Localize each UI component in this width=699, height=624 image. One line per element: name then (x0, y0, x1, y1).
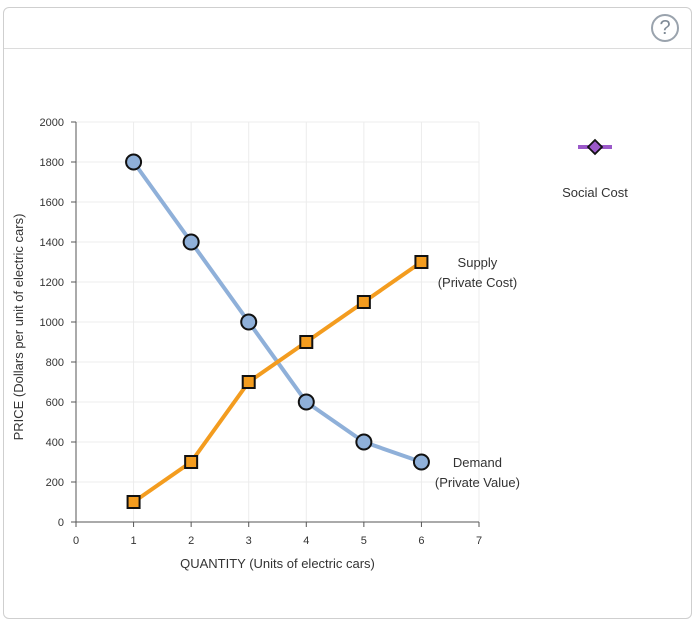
y-axis-title: PRICE (Dollars per unit of electric cars… (11, 214, 26, 441)
x-tick-label-4: 4 (303, 535, 309, 547)
y-tick-label-400: 400 (46, 437, 64, 449)
x-tick-label-3: 3 (246, 535, 252, 547)
series-labels: Demand (Private Value) Supply (Private Cost… (435, 255, 520, 490)
demand-line (131, 160, 424, 464)
demand-label-line-1: Demand (453, 455, 502, 470)
supply-point-3 (241, 375, 256, 389)
x-tick-label-1: 1 (131, 535, 137, 547)
y-tick-label-0: 0 (58, 517, 64, 529)
supply-point-5 (356, 295, 371, 309)
legend-social-cost-marker (586, 138, 604, 156)
y-tick-label-2000: 2000 (40, 117, 64, 129)
supply-point-6 (414, 255, 429, 269)
x-tick-label-2: 2 (188, 535, 194, 547)
demand-point-3 (240, 313, 258, 331)
supply-point-2 (184, 455, 199, 469)
y-tick-label-200: 200 (46, 477, 64, 489)
y-tick-label-1000: 1000 (40, 317, 64, 329)
demand-point-5 (355, 433, 373, 451)
x-tick-label-0: 0 (73, 535, 79, 547)
supply-label-line-1: Supply (458, 255, 498, 270)
x-tick-label-7: 7 (476, 535, 482, 547)
y-tick-label-800: 800 (46, 357, 64, 369)
axes (71, 121, 480, 527)
supply-label-line-2: (Private Cost) (438, 275, 517, 290)
y-tick-label-1800: 1800 (40, 157, 64, 169)
series (125, 153, 430, 509)
demand-label-line-2: (Private Value) (435, 475, 520, 490)
y-tick-label-1600: 1600 (40, 197, 64, 209)
legend: Social Cost (562, 138, 628, 200)
y-tick-label-1200: 1200 (40, 277, 64, 289)
y-tick-label-600: 600 (46, 397, 64, 409)
demand-point-4 (297, 393, 315, 411)
supply-point-1 (126, 495, 141, 509)
demand-point-1 (125, 153, 143, 171)
x-tick-label-5: 5 (361, 535, 367, 547)
help-button[interactable]: ? (651, 14, 679, 42)
supply-line (131, 260, 424, 504)
demand-point-2 (182, 233, 200, 251)
x-axis-title: QUANTITY (Units of electric cars) (180, 556, 375, 571)
x-tick-label-6: 6 (418, 535, 424, 547)
demand-point-6 (412, 453, 430, 471)
supply-point-4 (299, 335, 314, 349)
panel-header: ? (4, 8, 691, 49)
y-tick-label-1400: 1400 (40, 237, 64, 249)
legend-social-cost-label: Social Cost (562, 185, 628, 200)
tick-labels: 0 200 400 600 800 1000 1200 1400 1600 1800 2000 0 1 2… (40, 117, 483, 547)
